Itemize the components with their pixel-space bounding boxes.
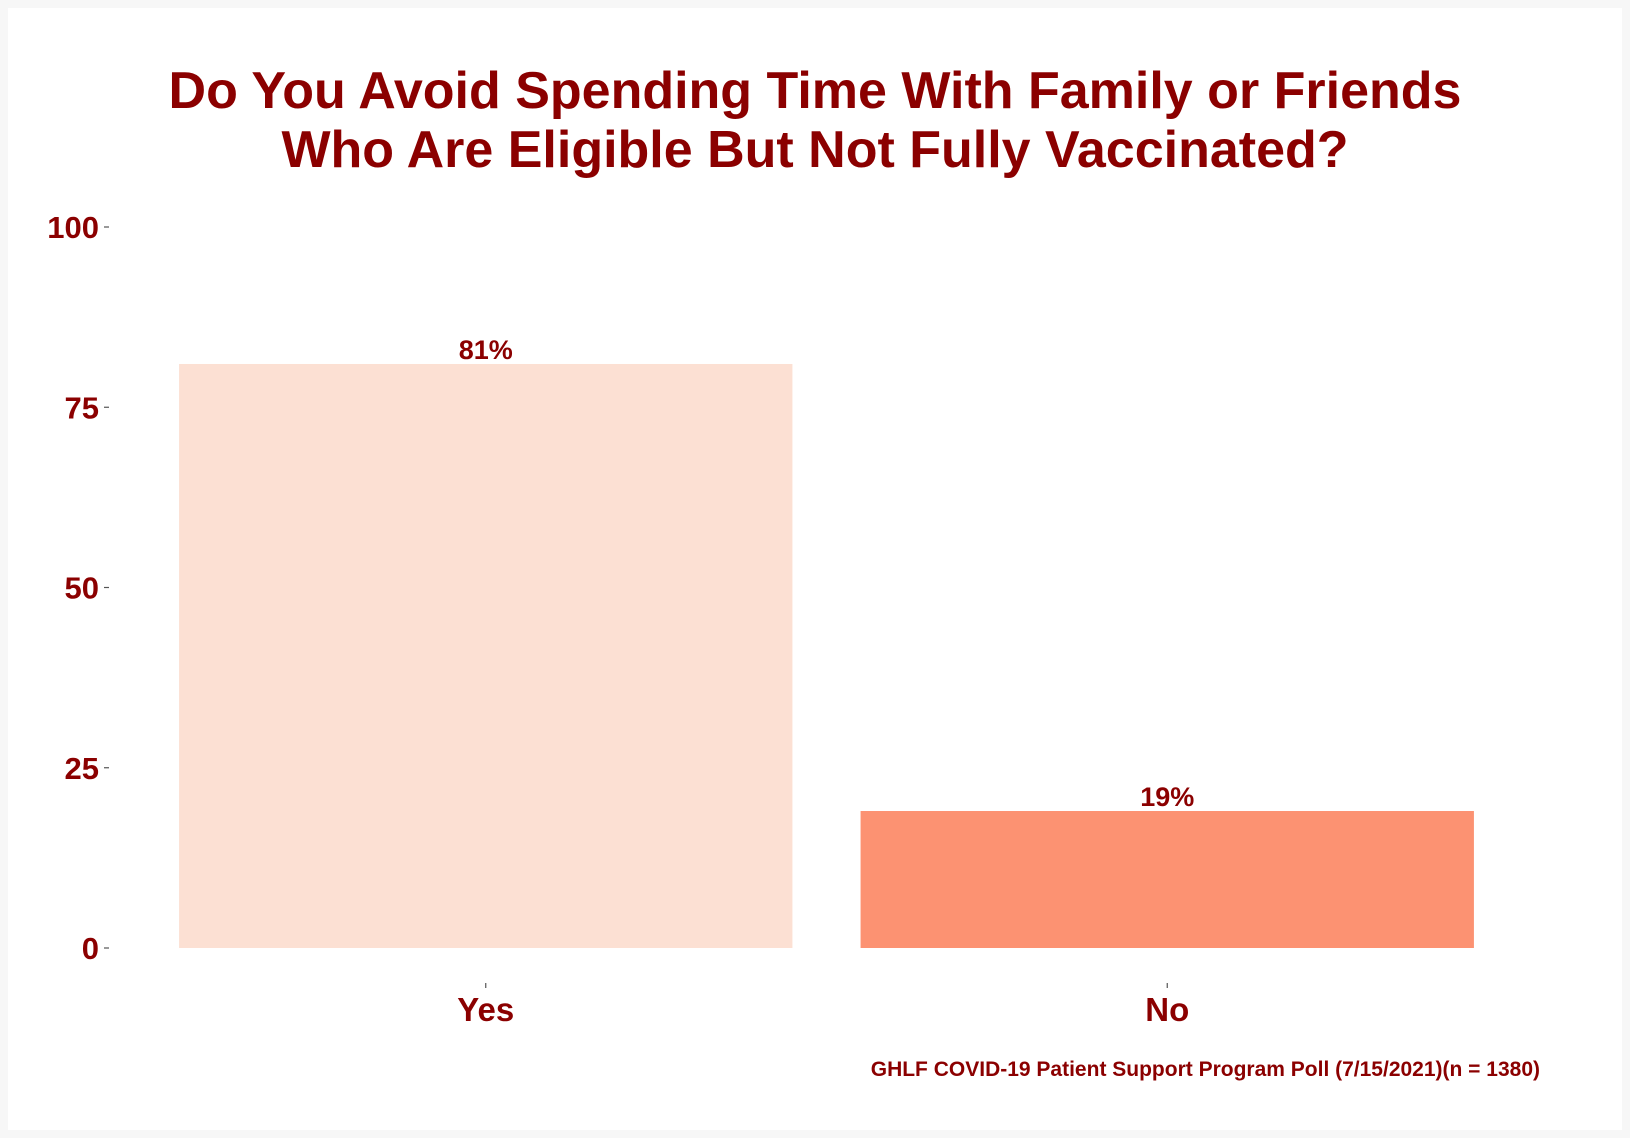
y-tick-label: 100 (47, 210, 99, 245)
chart-caption: GHLF COVID-19 Patient Support Program Po… (870, 1058, 1540, 1081)
bar-yes (179, 363, 793, 948)
bar-no (860, 811, 1474, 948)
data-label-yes: 81% (459, 335, 513, 365)
chart-title-line-1: Do You Avoid Spending Time With Family o… (168, 62, 1462, 120)
y-tick-label: 0 (82, 931, 99, 966)
x-tick-label-yes: Yes (457, 991, 514, 1028)
chart-title-line-2: Who Are Eligible But Not Fully Vaccinate… (281, 121, 1349, 179)
x-tick-label-no: No (1145, 991, 1189, 1028)
data-label-no: 19% (1140, 782, 1194, 812)
y-tick-label: 25 (65, 751, 99, 786)
chart-title: Do You Avoid Spending Time With Family o… (0, 62, 1630, 180)
y-tick-label: 50 (65, 571, 99, 606)
y-tick-label: 75 (65, 390, 99, 425)
